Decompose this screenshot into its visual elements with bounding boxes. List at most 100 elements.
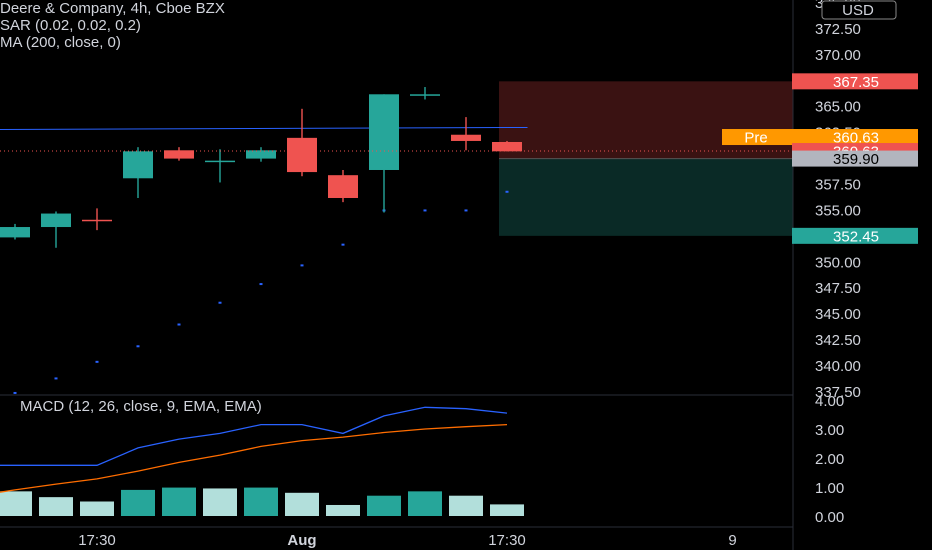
- candle: [287, 108, 317, 177]
- macd-tick-label: 0.00: [815, 509, 844, 526]
- price-label-box: [792, 227, 918, 244]
- pre-tag-label: Pre: [744, 130, 767, 147]
- candle-body: [123, 151, 153, 179]
- price-labels: 367.35 360.63 Pre360.63 359.90 352.45: [722, 73, 918, 245]
- macd-histogram-bar: [39, 497, 73, 516]
- candle: [0, 223, 30, 240]
- price-label-down: 367.35: [792, 73, 918, 91]
- sar-dot: [423, 209, 427, 212]
- stop-loss-zone: [499, 81, 793, 159]
- sar-dot: [259, 283, 263, 286]
- candle-body: [287, 137, 317, 173]
- sar-dot: [300, 264, 304, 267]
- price-tick-label: 340.00: [815, 358, 861, 375]
- moving-average-line: [0, 126, 528, 131]
- candle: [410, 87, 440, 100]
- price-tick-label: 347.50: [815, 280, 861, 297]
- price-label-value: 367.35: [833, 74, 879, 91]
- macd-tick-label: 4.00: [815, 393, 844, 410]
- position-zones: [499, 81, 793, 236]
- sar-dot: [95, 360, 99, 363]
- candle: [41, 211, 71, 248]
- price-label-value: 360.63: [833, 130, 879, 147]
- candle-body: [246, 150, 276, 159]
- price-label-box: [792, 150, 918, 167]
- price-tick-label: 372.50: [815, 21, 861, 38]
- candle: [123, 147, 153, 198]
- ma-line: [0, 126, 528, 131]
- candle: [492, 140, 522, 152]
- price-label-up: 352.45: [792, 227, 918, 245]
- price-label-value: 359.90: [833, 151, 879, 168]
- macd-histogram-bar: [408, 491, 442, 516]
- sar-dot: [341, 243, 345, 246]
- macd-histogram-bar: [449, 495, 483, 516]
- sar-dot: [505, 190, 509, 193]
- price-tick-label: 355.00: [815, 202, 861, 219]
- macd-histogram-bar: [121, 489, 155, 516]
- currency-badge-box: [821, 0, 897, 20]
- signal-line: [0, 423, 508, 493]
- price-tick-label: 345.00: [815, 306, 861, 323]
- macd-histogram-bar: [367, 495, 401, 516]
- currency-badge: USD: [821, 0, 897, 20]
- candle-body: [369, 94, 399, 170]
- time-tick-label: Aug: [287, 532, 316, 549]
- macd-histogram-bar: [0, 491, 32, 516]
- macd-panel: [0, 394, 793, 516]
- candle-body: [41, 213, 71, 228]
- macd-histogram-bar: [203, 488, 237, 516]
- price-tick-label: 365.00: [815, 99, 861, 116]
- price-label-gray: 359.90: [792, 150, 918, 168]
- macd-axis[interactable]: 0.00 1.00 2.00 3.00 4.00: [815, 393, 844, 526]
- chart-title: Deere & Company, 4h, Cboe BZX: [0, 0, 225, 17]
- macd-histogram-bar: [244, 487, 278, 516]
- macd-line: [0, 406, 508, 466]
- candle-body: [82, 219, 112, 222]
- macd-indicator-label[interactable]: MACD (12, 26, close, 9, EMA, EMA): [20, 398, 262, 415]
- price-tick-label: 342.50: [815, 332, 861, 349]
- ma-indicator-label[interactable]: MA (200, close, 0): [0, 34, 121, 51]
- price-tick-label: 350.00: [815, 254, 861, 271]
- candle-body: [328, 175, 358, 198]
- sar-dot: [54, 377, 58, 380]
- macd-histogram-bar: [326, 504, 360, 516]
- sar-indicator-label[interactable]: SAR (0.02, 0.02, 0.2): [0, 17, 141, 34]
- chart-legend: Deere & Company, 4h, Cboe BZX SAR (0.02,…: [0, 0, 225, 51]
- time-tick-label: 17:30: [488, 532, 526, 549]
- candle-body: [0, 227, 30, 238]
- candle: [328, 169, 358, 203]
- currency-label: USD: [842, 2, 874, 19]
- macd-histogram-bar: [285, 492, 319, 516]
- price-label-value: 352.45: [833, 228, 879, 245]
- take-profit-zone: [499, 158, 793, 236]
- time-axis[interactable]: 17:30 Aug 17:30 9: [0, 526, 793, 549]
- candle-body: [164, 150, 194, 159]
- candle-body: [410, 94, 440, 96]
- price-tick-label: 337.50: [815, 384, 861, 401]
- pre-tag-box: [722, 129, 792, 146]
- price-label-box: [792, 73, 918, 90]
- candle: [205, 149, 235, 183]
- macd-histogram-bar: [162, 487, 196, 516]
- price-label-box: [792, 129, 918, 146]
- candle: [164, 147, 194, 161]
- candle-body: [205, 160, 235, 163]
- sar-dot: [136, 345, 140, 348]
- macd-histogram-bar: [490, 504, 524, 516]
- candlestick-series[interactable]: [0, 87, 522, 248]
- macd-tick-label: 1.00: [815, 480, 844, 497]
- candle-body: [492, 141, 522, 152]
- candle: [369, 94, 399, 213]
- candle: [246, 147, 276, 162]
- price-tick-label: 370.00: [815, 47, 861, 64]
- price-label-pre: 360.63 Pre: [722, 129, 918, 147]
- price-tick-label: 357.50: [815, 176, 861, 193]
- macd-tick-label: 3.00: [815, 422, 844, 439]
- sar-dot: [464, 209, 468, 212]
- sar-dot: [177, 323, 181, 326]
- sar-dot: [13, 391, 17, 394]
- candle: [451, 117, 481, 151]
- time-tick-label: 17:30: [78, 532, 116, 549]
